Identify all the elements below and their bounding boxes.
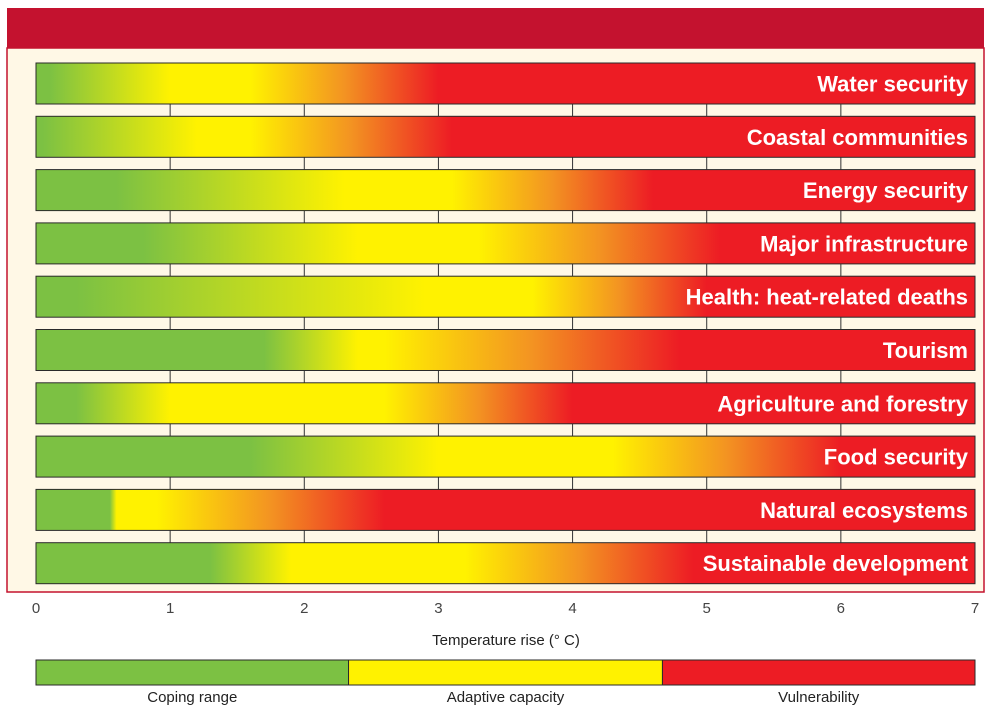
x-axis-tick-labels: 0 1 2 3 4 5 6 7 bbox=[32, 600, 979, 617]
row-label: Coastal communities bbox=[747, 125, 968, 150]
x-tick-label: 2 bbox=[300, 600, 308, 617]
row-label: Tourism bbox=[883, 338, 968, 363]
x-tick-label: 4 bbox=[568, 600, 576, 617]
row-label: Health: heat-related deaths bbox=[686, 285, 968, 310]
row-label: Food security bbox=[824, 445, 969, 470]
x-tick-label: 5 bbox=[703, 600, 711, 617]
x-tick-label: 0 bbox=[32, 600, 40, 617]
x-tick-label: 3 bbox=[434, 600, 442, 617]
row-label: Agriculture and forestry bbox=[717, 391, 968, 416]
legend-swatch bbox=[662, 660, 975, 685]
row-bar bbox=[36, 330, 975, 371]
legend: Coping range Adaptive capacity Vulnerabili… bbox=[36, 660, 975, 706]
legend-label: Adaptive capacity bbox=[447, 689, 565, 706]
row-label: Sustainable development bbox=[703, 551, 969, 576]
header-band bbox=[7, 8, 984, 48]
row-label: Energy security bbox=[803, 178, 969, 203]
row-label: Major infrastructure bbox=[760, 231, 968, 256]
legend-swatch bbox=[36, 660, 349, 685]
x-tick-label: 6 bbox=[837, 600, 845, 617]
row-label: Water security bbox=[817, 72, 969, 97]
x-tick-label: 1 bbox=[166, 600, 174, 617]
row-label: Natural ecosystems bbox=[760, 498, 968, 523]
legend-label: Coping range bbox=[147, 689, 237, 706]
legend-label: Vulnerability bbox=[778, 689, 860, 706]
x-axis-label: Temperature rise (° C) bbox=[432, 632, 580, 649]
x-tick-label: 7 bbox=[971, 600, 979, 617]
legend-swatch bbox=[349, 660, 663, 685]
